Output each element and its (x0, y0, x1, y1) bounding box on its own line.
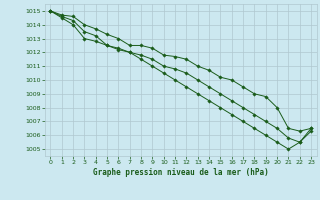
X-axis label: Graphe pression niveau de la mer (hPa): Graphe pression niveau de la mer (hPa) (93, 168, 269, 177)
